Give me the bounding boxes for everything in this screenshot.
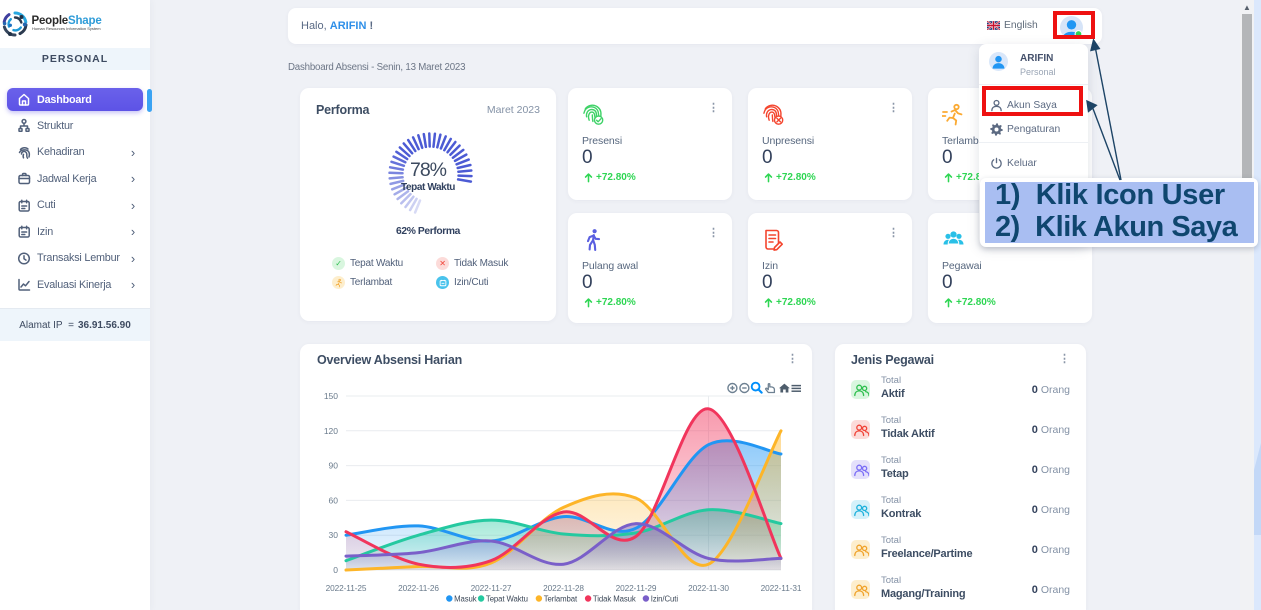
svg-text:90: 90 <box>329 461 339 471</box>
svg-text:2022-11-27: 2022-11-27 <box>471 583 512 593</box>
svg-text:2022-11-29: 2022-11-29 <box>616 583 657 593</box>
svg-text:2022-11-30: 2022-11-30 <box>688 583 729 593</box>
svg-text:Tidak Masuk: Tidak Masuk <box>593 594 636 603</box>
svg-text:2022-11-28: 2022-11-28 <box>543 583 584 593</box>
svg-text:2022-11-31: 2022-11-31 <box>761 583 802 593</box>
svg-text:Tepat Waktu: Tepat Waktu <box>486 594 528 603</box>
svg-text:60: 60 <box>329 495 339 505</box>
svg-text:2022-11-26: 2022-11-26 <box>398 583 439 593</box>
svg-text:Terlambat: Terlambat <box>544 594 578 603</box>
svg-text:0: 0 <box>333 565 338 575</box>
svg-text:Izin/Cuti: Izin/Cuti <box>651 594 679 603</box>
svg-text:120: 120 <box>324 426 338 436</box>
svg-text:150: 150 <box>324 391 338 401</box>
svg-text:Masuk: Masuk <box>454 594 477 603</box>
svg-text:2022-11-25: 2022-11-25 <box>326 583 367 593</box>
svg-text:30: 30 <box>329 530 339 540</box>
